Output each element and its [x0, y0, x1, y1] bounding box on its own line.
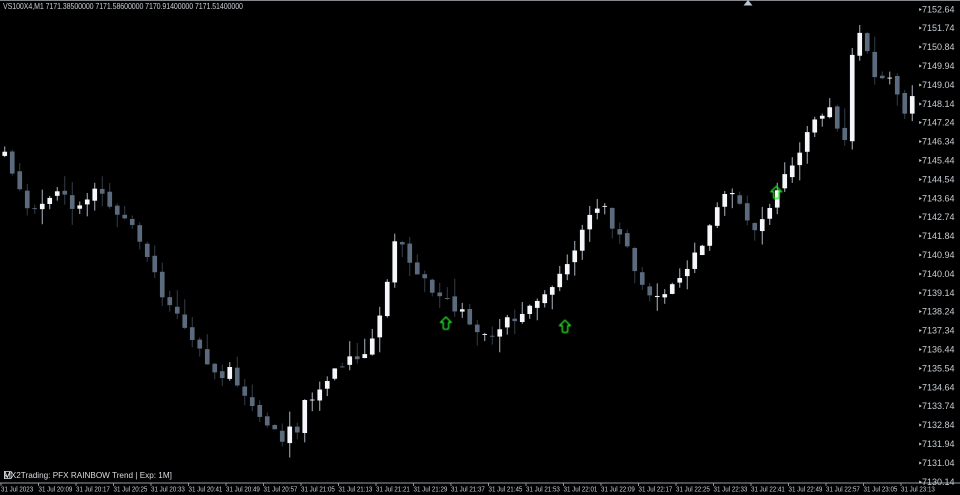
- svg-text:7139.14: 7139.14: [922, 288, 955, 298]
- svg-text:‣: ‣: [918, 270, 923, 279]
- svg-text:31 Jul 20:25: 31 Jul 20:25: [114, 486, 148, 494]
- svg-text:‣: ‣: [918, 100, 923, 109]
- svg-text:31 Jul 22:33: 31 Jul 22:33: [714, 486, 748, 494]
- svg-text:7144.54: 7144.54: [922, 174, 955, 184]
- svg-text:7131.04: 7131.04: [922, 458, 955, 468]
- svg-text:‣: ‣: [918, 5, 923, 14]
- svg-text:7138.24: 7138.24: [922, 307, 955, 317]
- svg-text:31 Jul 21:29: 31 Jul 21:29: [414, 486, 448, 494]
- svg-text:31 Jul 2023: 31 Jul 2023: [1, 486, 33, 494]
- svg-text:7149.04: 7149.04: [922, 80, 955, 90]
- svg-text:31 Jul 22:25: 31 Jul 22:25: [676, 486, 710, 494]
- svg-text:7132.84: 7132.84: [922, 420, 955, 430]
- svg-text:‣: ‣: [918, 327, 923, 336]
- svg-text:31 Jul 20:17: 31 Jul 20:17: [76, 486, 110, 494]
- svg-text:7140.94: 7140.94: [922, 250, 955, 260]
- svg-text:31 Jul 23:13: 31 Jul 23:13: [901, 486, 935, 494]
- svg-text:7136.44: 7136.44: [922, 345, 955, 355]
- svg-text:‣: ‣: [918, 194, 923, 203]
- svg-text:7146.34: 7146.34: [922, 137, 955, 147]
- svg-text:‣: ‣: [918, 289, 923, 298]
- svg-text:31 Jul 21:45: 31 Jul 21:45: [489, 486, 523, 494]
- svg-text:‣: ‣: [918, 421, 923, 430]
- svg-text:7134.64: 7134.64: [922, 382, 955, 392]
- svg-text:7143.64: 7143.64: [922, 193, 955, 203]
- svg-text:31 Jul 20:09: 31 Jul 20:09: [39, 486, 73, 494]
- svg-text:‣: ‣: [918, 62, 923, 71]
- svg-text:7145.44: 7145.44: [922, 156, 955, 166]
- svg-text:‣: ‣: [918, 251, 923, 260]
- svg-text:‣: ‣: [918, 478, 923, 487]
- svg-text:31 Jul 22:17: 31 Jul 22:17: [639, 486, 673, 494]
- svg-text:31 Jul 21:05: 31 Jul 21:05: [301, 486, 335, 494]
- svg-text:7130.14: 7130.14: [922, 477, 955, 487]
- svg-text:‣: ‣: [918, 138, 923, 147]
- svg-text:‣: ‣: [918, 232, 923, 241]
- svg-text:31 Jul 21:13: 31 Jul 21:13: [339, 486, 373, 494]
- svg-text:7141.84: 7141.84: [922, 231, 955, 241]
- svg-text:7137.34: 7137.34: [922, 326, 955, 336]
- svg-text:‣: ‣: [918, 81, 923, 90]
- svg-text:7148.14: 7148.14: [922, 99, 955, 109]
- svg-text:‣: ‣: [918, 402, 923, 411]
- svg-text:7151.74: 7151.74: [922, 23, 955, 33]
- svg-text:7152.64: 7152.64: [922, 4, 955, 14]
- svg-text:31 Jul 22:41: 31 Jul 22:41: [751, 486, 785, 494]
- svg-text:7150.84: 7150.84: [922, 42, 955, 52]
- svg-text:‣: ‣: [918, 175, 923, 184]
- svg-text:‣: ‣: [918, 24, 923, 33]
- svg-text:‣: ‣: [918, 157, 923, 166]
- svg-text:‣: ‣: [918, 43, 923, 52]
- svg-text:‣: ‣: [918, 119, 923, 128]
- svg-text:‣: ‣: [918, 308, 923, 317]
- svg-text:‣: ‣: [918, 383, 923, 392]
- svg-text:31 Jul 22:01: 31 Jul 22:01: [564, 486, 598, 494]
- svg-text:31 Jul 22:49: 31 Jul 22:49: [789, 486, 823, 494]
- svg-text:7131.94: 7131.94: [922, 439, 955, 449]
- svg-text:31 Jul 20:49: 31 Jul 20:49: [226, 486, 260, 494]
- svg-text:‣: ‣: [918, 440, 923, 449]
- svg-text:7140.04: 7140.04: [922, 269, 955, 279]
- svg-text:31 Jul 20:33: 31 Jul 20:33: [151, 486, 185, 494]
- svg-text:31 Jul 22:09: 31 Jul 22:09: [601, 486, 635, 494]
- svg-text:‣: ‣: [918, 459, 923, 468]
- svg-text:7142.74: 7142.74: [922, 212, 955, 222]
- svg-text:31 Jul 21:21: 31 Jul 21:21: [376, 486, 410, 494]
- svg-text:‣: ‣: [918, 346, 923, 355]
- svg-text:31 Jul 23:05: 31 Jul 23:05: [864, 486, 898, 494]
- svg-text:31 Jul 20:57: 31 Jul 20:57: [264, 486, 298, 494]
- svg-text:31 Jul 20:41: 31 Jul 20:41: [189, 486, 223, 494]
- svg-text:7133.74: 7133.74: [922, 401, 955, 411]
- svg-text:31 Jul 21:37: 31 Jul 21:37: [451, 486, 485, 494]
- svg-text:‣: ‣: [918, 213, 923, 222]
- svg-text:7149.94: 7149.94: [922, 61, 955, 71]
- svg-text:31 Jul 22:57: 31 Jul 22:57: [826, 486, 860, 494]
- svg-text:7135.54: 7135.54: [922, 363, 955, 373]
- svg-text:7147.24: 7147.24: [922, 118, 955, 128]
- svg-text:31 Jul 21:53: 31 Jul 21:53: [526, 486, 560, 494]
- svg-text:‣: ‣: [918, 364, 923, 373]
